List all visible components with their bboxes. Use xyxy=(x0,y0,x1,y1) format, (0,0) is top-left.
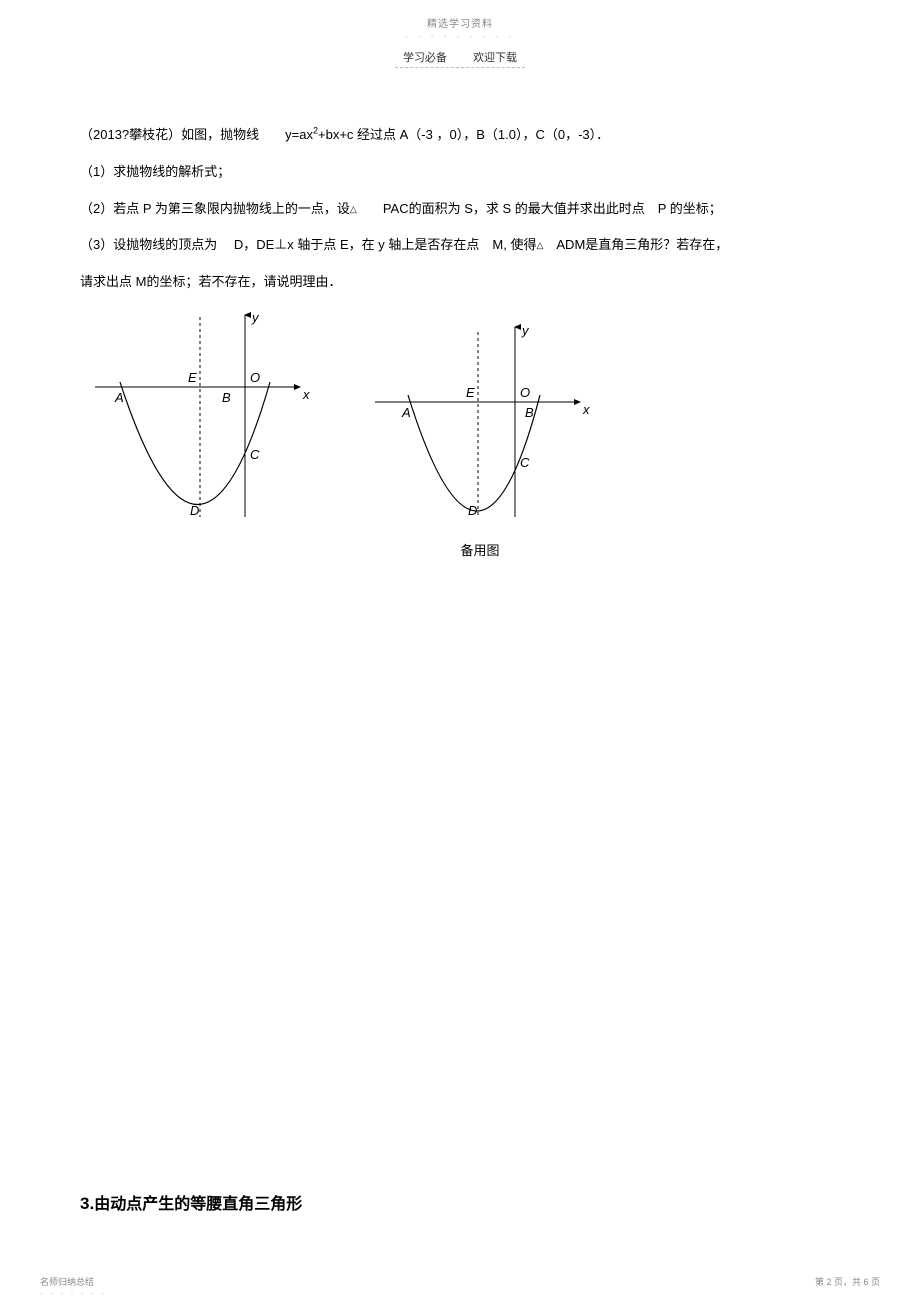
svg-text:A: A xyxy=(401,405,411,420)
section-number: 3. xyxy=(80,1194,94,1213)
header-dashed-line xyxy=(395,67,525,68)
svg-text:A: A xyxy=(114,390,124,405)
q3-part-b: ADM是直角三角形？若存在， xyxy=(543,237,728,252)
section-text: 由动点产生的等腰直角三角形 xyxy=(94,1196,302,1213)
svg-text:D: D xyxy=(190,503,199,518)
svg-text:E: E xyxy=(188,370,197,385)
page-sub-header: 学习必备 欢迎下载 xyxy=(80,49,840,65)
svg-text:C: C xyxy=(520,455,530,470)
section-title: 3.由动点产生的等腰直角三角形 xyxy=(80,1190,302,1214)
question-3-line2: 请求出点 M的坐标；若不存在，请说明理由． xyxy=(80,265,840,299)
q2-part-b: PAC的面积为 S，求 S 的最大值并求出此时点 P 的坐标； xyxy=(357,201,722,216)
q3-part-a: （3）设抛物线的顶点为 D，DE⊥x 轴于点 E，在 y 轴上是否存在点 M, … xyxy=(80,237,536,252)
sub-header-left: 学习必备 xyxy=(403,52,447,64)
svg-text:x: x xyxy=(302,387,310,402)
triangle-icon: △ xyxy=(350,204,357,214)
sub-header-right: 欢迎下载 xyxy=(473,52,517,64)
figures-row: O x y A B C D E O x y xyxy=(90,307,840,559)
problem-intro: （2013?攀枝花）如图，抛物线 y=ax2+bx+c 经过点 A（-3 ，0）… xyxy=(80,118,840,152)
figure-backup: O x y A B C D E 备用图 xyxy=(370,307,590,559)
svg-text:E: E xyxy=(466,385,475,400)
footer-right: 第 2 页，共 6 页 xyxy=(815,1275,880,1288)
intro-text-b: +bx+c 经过点 A（-3 ，0），B（1.0），C（0，-3）． xyxy=(318,127,609,142)
svg-text:y: y xyxy=(521,323,530,338)
page-top-dots: - - - - - - - - - xyxy=(80,32,840,41)
svg-text:D: D xyxy=(468,503,477,518)
page-top-header: 精选学习资料 xyxy=(80,15,840,30)
svg-text:y: y xyxy=(251,310,260,325)
intro-text-a: （2013?攀枝花）如图，抛物线 y=ax xyxy=(80,127,313,142)
svg-text:O: O xyxy=(250,370,260,385)
svg-text:O: O xyxy=(520,385,530,400)
svg-text:C: C xyxy=(250,447,260,462)
question-1: （1）求抛物线的解析式； xyxy=(80,155,840,189)
footer-left: 名师归纳总结 xyxy=(40,1275,94,1288)
figure-main: O x y A B C D E xyxy=(90,307,310,559)
question-2: （2）若点 P 为第三象限内抛物线上的一点，设△ PAC的面积为 S，求 S 的… xyxy=(80,192,840,226)
figure-caption: 备用图 xyxy=(370,540,590,559)
question-3-line1: （3）设抛物线的顶点为 D，DE⊥x 轴于点 E，在 y 轴上是否存在点 M, … xyxy=(80,228,840,262)
svg-text:B: B xyxy=(222,390,231,405)
q2-part-a: （2）若点 P 为第三象限内抛物线上的一点，设 xyxy=(80,201,350,216)
svg-text:B: B xyxy=(525,405,534,420)
svg-text:x: x xyxy=(582,402,590,417)
footer-dots: - - - - - - - xyxy=(40,1291,107,1298)
